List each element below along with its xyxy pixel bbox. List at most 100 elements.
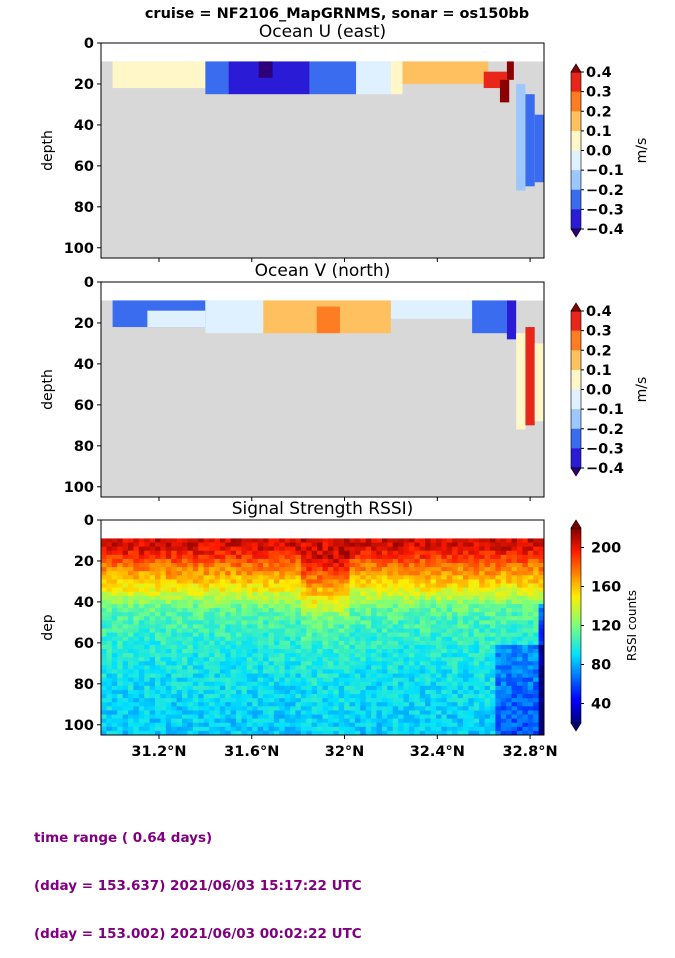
- rssi-cell: [516, 595, 523, 601]
- rssi-cell: [300, 628, 307, 634]
- rssi-cell: [284, 595, 291, 601]
- rssi-cell: [187, 673, 194, 679]
- rssi-cell: [133, 567, 140, 572]
- rssi-cell: [511, 603, 518, 609]
- rssi-cell: [452, 583, 458, 588]
- rssi-cell: [165, 665, 172, 670]
- rssi-cell: [398, 567, 404, 572]
- rssi-cell: [376, 542, 383, 548]
- rssi-cell: [311, 538, 318, 543]
- rssi-cell: [441, 550, 448, 556]
- rssi-cell: [441, 554, 448, 560]
- rssi-cell: [117, 595, 124, 601]
- colorbar-tick-label: 0.3: [586, 85, 612, 101]
- rssi-cell: [101, 673, 107, 679]
- rssi-cell: [122, 661, 129, 666]
- rssi-cell: [268, 599, 275, 605]
- rssi-cell: [279, 669, 286, 674]
- rssi-cell: [230, 669, 237, 674]
- rssi-cell: [457, 595, 464, 601]
- rssi-cell: [263, 681, 269, 687]
- rssi-cell: [165, 640, 172, 646]
- y-axis-label: depth: [40, 130, 56, 171]
- rssi-cell: [371, 587, 377, 593]
- rssi-cell: [160, 653, 167, 658]
- rssi-cell: [516, 558, 523, 564]
- rssi-cell: [533, 603, 539, 609]
- rssi-cell: [144, 644, 151, 650]
- rssi-cell: [171, 628, 178, 634]
- rssi-cell: [511, 694, 518, 699]
- rssi-cell: [279, 694, 286, 699]
- rssi-cell: [219, 595, 226, 601]
- rssi-cell: [419, 563, 426, 568]
- rssi-cell: [500, 665, 507, 670]
- rssi-cell: [279, 542, 286, 548]
- rssi-cell: [489, 726, 496, 732]
- colorbar-tick-label: 0.2: [586, 104, 612, 120]
- rssi-cell: [506, 730, 512, 736]
- rssi-cell: [192, 694, 199, 699]
- rssi-cell: [414, 563, 421, 568]
- rssi-cell: [457, 636, 464, 642]
- rssi-cell: [522, 583, 529, 588]
- rssi-cell: [371, 608, 377, 613]
- rssi-cell: [489, 608, 496, 613]
- rssi-cell: [419, 636, 426, 642]
- rssi-cell: [349, 722, 356, 728]
- rssi-cell: [408, 599, 415, 605]
- rssi-cell: [138, 558, 145, 564]
- rssi-cell: [117, 575, 124, 580]
- rssi-cell: [138, 563, 145, 568]
- rssi-cell: [138, 546, 145, 552]
- rssi-cell: [165, 726, 172, 732]
- rssi-cell: [252, 599, 259, 605]
- rssi-cell: [219, 710, 226, 715]
- rssi-cell: [284, 677, 291, 683]
- rssi-cell: [122, 620, 129, 625]
- rssi-cell: [187, 550, 194, 556]
- rssi-cell: [338, 628, 345, 634]
- rssi-cell: [203, 620, 210, 625]
- rssi-cell: [322, 677, 329, 683]
- rssi-cell: [408, 714, 415, 720]
- rssi-cell: [263, 653, 269, 658]
- rssi-cell: [219, 616, 226, 621]
- rssi-cell: [538, 620, 545, 625]
- rssi-cell: [219, 538, 226, 543]
- rssi-cell: [392, 571, 399, 576]
- rssi-cell: [290, 640, 296, 646]
- rssi-cell: [182, 546, 188, 552]
- rssi-cell: [468, 624, 475, 629]
- rssi-cell: [176, 640, 183, 646]
- rssi-cell: [387, 595, 394, 601]
- rssi-cell: [241, 640, 248, 646]
- rssi-cell: [101, 649, 107, 654]
- rssi-cell: [462, 657, 469, 662]
- rssi-cell: [403, 563, 410, 568]
- rssi-cell: [257, 599, 264, 605]
- rssi-cell: [165, 595, 172, 601]
- rssi-cell: [441, 558, 448, 564]
- rssi-cell: [333, 726, 340, 732]
- rssi-cell: [511, 636, 518, 642]
- rssi-cell: [133, 608, 140, 613]
- rssi-cell: [101, 640, 107, 646]
- rssi-cell: [349, 673, 356, 679]
- rssi-cell: [354, 616, 361, 621]
- rssi-cell: [311, 636, 318, 642]
- rssi-cell: [468, 673, 475, 679]
- rssi-cell: [246, 595, 253, 601]
- rssi-cell: [209, 710, 215, 715]
- rssi-cell: [484, 632, 491, 638]
- rssi-cell: [160, 714, 167, 720]
- rssi-cell: [354, 608, 361, 613]
- rssi-cell: [468, 595, 475, 601]
- rssi-cell: [160, 550, 167, 556]
- rssi-cell: [290, 599, 296, 605]
- rssi-cell: [138, 657, 145, 662]
- rssi-cell: [473, 546, 480, 552]
- rssi-cell: [263, 706, 269, 711]
- rssi-cell: [511, 730, 518, 736]
- rssi-cell: [209, 665, 215, 670]
